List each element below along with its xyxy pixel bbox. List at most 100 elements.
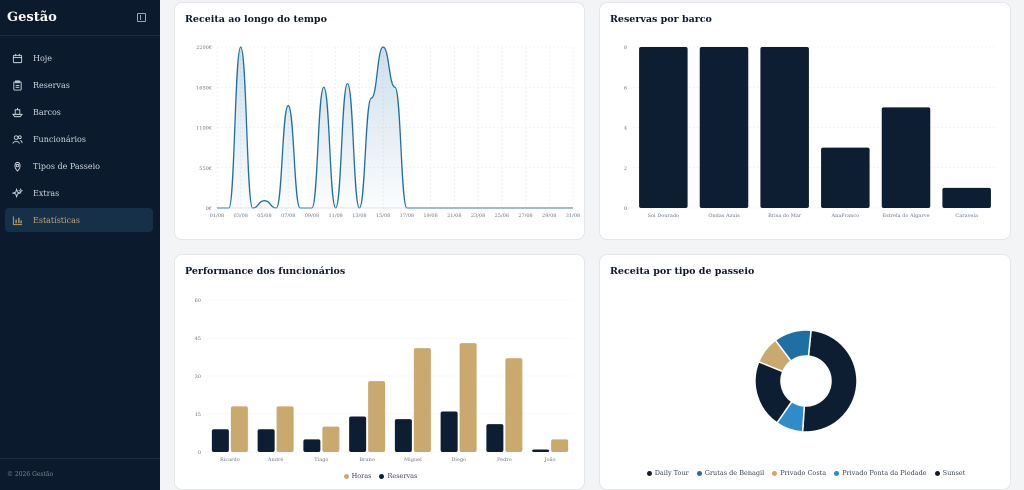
x-tick-label: João xyxy=(544,456,556,463)
x-tick-label: Sol Dourado xyxy=(648,213,679,219)
sidebar-item-funcionarios[interactable]: Funcionários xyxy=(5,127,153,151)
x-tick-label: Ondas Azuis xyxy=(708,213,740,219)
x-tick-label: Miguel xyxy=(404,457,422,463)
x-tick-label: 21/08 xyxy=(447,213,461,219)
legend-label: Daily Tour xyxy=(654,469,689,477)
legend-item[interactable]: Privado Ponta da Piedade xyxy=(834,469,927,477)
sidebar-item-label: Funcionários xyxy=(33,134,86,144)
bar-reservas[interactable] xyxy=(303,439,321,452)
legend-item[interactable]: Horas xyxy=(343,472,372,480)
sidebar-item-label: Tipos de Passeio xyxy=(33,161,100,171)
sidebar-item-label: Reservas xyxy=(33,80,70,90)
revenue-over-time-card: Receita ao longo do tempo 0€ 550€ 1100€ 165… xyxy=(174,2,585,240)
sidebar-item-tipos-de-passeio[interactable]: Tipos de Passeio xyxy=(5,154,153,178)
bar-horas[interactable] xyxy=(368,381,386,452)
x-tick-label: Brisa do Mar xyxy=(768,213,802,219)
y-tick-label: 30 xyxy=(195,374,201,380)
bookings-per-boat-chart: 0 2 4 6 8 Sol Dourado Ondas Azuis Brisa do Mar A… xyxy=(624,45,997,219)
x-tick-label: 15/08 xyxy=(376,213,390,219)
bar-horas[interactable] xyxy=(322,426,340,452)
bar-horas[interactable] xyxy=(505,358,523,452)
app-title: Gestão xyxy=(7,10,57,25)
y-tick-label: 15 xyxy=(195,412,201,418)
y-tick-label: 4 xyxy=(624,126,627,132)
staff-performance-card: Performance dos funcionários 0 15 30 45 60 Ri… xyxy=(174,254,585,490)
bar-horas[interactable] xyxy=(276,406,294,452)
revenue-area xyxy=(217,47,573,208)
y-tick-label: 550€ xyxy=(199,166,212,172)
users-icon xyxy=(11,133,23,145)
bar-reservas[interactable] xyxy=(349,416,367,452)
y-tick-label: 2 xyxy=(624,166,627,172)
boat-icon xyxy=(11,106,23,118)
sidebar-item-extras[interactable]: Extras xyxy=(5,181,153,205)
x-tick-label: 23/08 xyxy=(471,213,485,219)
x-tick-label: André xyxy=(267,456,283,463)
revenue-by-tour-title: Receita por tipo de passeio xyxy=(610,266,755,277)
x-tick-label: 11/08 xyxy=(328,213,342,219)
x-tick-label: Pedro xyxy=(497,457,512,463)
x-tick-label: Ricardo xyxy=(220,457,240,463)
x-tick-label: 25/08 xyxy=(495,213,509,219)
bar-reservas[interactable] xyxy=(257,429,275,452)
revenue-by-tour-legend: Daily Tour Grutas de Benagil Privado Costa… xyxy=(600,469,1012,477)
bookings-per-boat-card: Reservas por barco 0 2 4 6 8 Sol Dourado Ondas… xyxy=(599,2,1011,240)
donut-slice[interactable] xyxy=(774,329,812,363)
bar-reservas[interactable] xyxy=(532,449,550,452)
donut-slice[interactable] xyxy=(801,329,858,433)
legend-dot-icon xyxy=(772,470,778,476)
bar-horas[interactable] xyxy=(230,406,248,452)
legend-item[interactable]: Privado Costa xyxy=(772,469,826,477)
bar[interactable] xyxy=(821,147,870,208)
x-tick-label: Diogo xyxy=(451,457,466,463)
bar[interactable] xyxy=(881,107,931,208)
legend-item[interactable]: Sunset xyxy=(934,469,966,477)
legend-label: Privado Ponta da Piedade xyxy=(842,469,927,477)
legend-item[interactable]: Reservas xyxy=(379,472,417,480)
clipboard-icon xyxy=(11,79,23,91)
legend-label: Horas xyxy=(351,472,372,480)
y-tick-label: 60 xyxy=(195,298,201,304)
x-tick-label: 17/08 xyxy=(400,213,414,219)
staff-performance-title: Performance dos funcionários xyxy=(185,266,346,277)
legend-label: Sunset xyxy=(942,469,966,477)
sidebar-item-barcos[interactable]: Barcos xyxy=(5,100,153,124)
sidebar-item-label: Barcos xyxy=(33,107,61,117)
sidebar-item-label: Estatísticas xyxy=(33,215,80,225)
bar[interactable] xyxy=(942,187,991,208)
x-tick-label: 13/08 xyxy=(352,213,366,219)
sidebar-item-estatisticas[interactable]: Estatísticas xyxy=(5,208,153,232)
sidebar-item-hoje[interactable]: Hoje xyxy=(5,46,153,70)
bar-reservas[interactable] xyxy=(440,411,458,452)
collapse-sidebar-icon[interactable] xyxy=(137,13,146,22)
x-tick-label: Caravela xyxy=(955,213,978,219)
sidebar: Gestão Hoje Reservas Barcos Funcionários Tip… xyxy=(0,0,160,490)
bar-horas[interactable] xyxy=(413,348,431,452)
bar[interactable] xyxy=(760,47,809,208)
bar-horas[interactable] xyxy=(459,343,477,452)
bookings-per-boat-title: Reservas por barco xyxy=(610,14,712,25)
revenue-over-time-chart: 0€ 550€ 1100€ 1650€ 2200€ 01/08 03/08 05/08 07/0… xyxy=(196,45,580,219)
bar-reservas[interactable] xyxy=(486,424,504,452)
legend-label: Reservas xyxy=(387,472,418,480)
y-tick-label: 1100€ xyxy=(196,126,212,132)
bar[interactable] xyxy=(699,47,749,208)
staff-performance-chart: 0 15 30 45 60 Ricardo André Tiago Bruno Miguel Dio… xyxy=(195,298,573,463)
sidebar-nav: Hoje Reservas Barcos Funcionários Tipos de P… xyxy=(0,36,160,232)
x-tick-label: 09/08 xyxy=(305,213,319,219)
y-tick-label: 0€ xyxy=(206,206,212,212)
bar-reservas[interactable] xyxy=(394,419,412,452)
sidebar-item-reservas[interactable]: Reservas xyxy=(5,73,153,97)
revenue-by-tour-card: Receita por tipo de passeio Daily Tour Gr… xyxy=(599,254,1011,490)
x-tick-label: Tiago xyxy=(314,457,328,463)
bar-horas[interactable] xyxy=(551,439,569,452)
x-tick-label: 07/08 xyxy=(281,213,295,219)
legend-item[interactable]: Grutas de Benagil xyxy=(696,469,764,477)
bar-reservas[interactable] xyxy=(211,429,229,452)
bar[interactable] xyxy=(639,47,688,208)
x-tick-label: Bruno xyxy=(359,457,375,463)
legend-dot-icon xyxy=(646,470,652,476)
legend-dot-icon xyxy=(834,470,840,476)
y-tick-label: 6 xyxy=(624,85,627,91)
legend-item[interactable]: Daily Tour xyxy=(646,469,689,477)
